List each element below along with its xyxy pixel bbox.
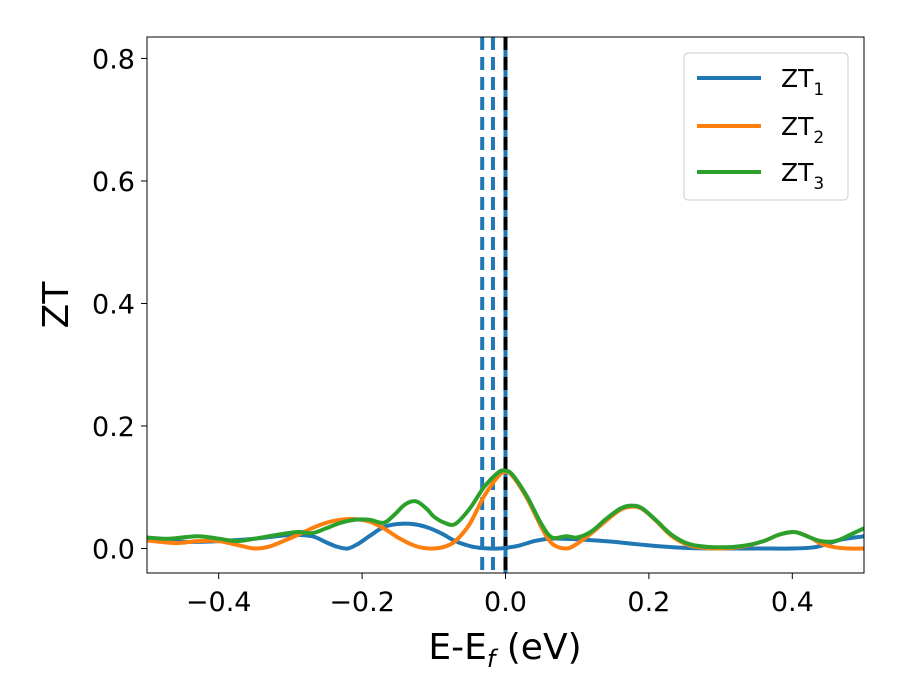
legend-sub-zt1: 1 bbox=[813, 80, 824, 100]
x-axis-title-main: E-E bbox=[428, 627, 486, 668]
series-line-zt3 bbox=[147, 468, 864, 550]
legend-frame bbox=[683, 52, 849, 201]
legend-label-zt1: ZT bbox=[781, 64, 814, 93]
legend-label-zt2: ZT bbox=[781, 112, 814, 141]
y-axis: 0.0 0.2 0.4 0.6 0.8 bbox=[92, 44, 147, 565]
y-axis-title: ZT bbox=[36, 281, 77, 329]
x-tick-label: −0.2 bbox=[329, 587, 395, 618]
legend-entry-zt2: ZT2 bbox=[697, 112, 824, 148]
y-tick-label: 0.2 bbox=[92, 412, 135, 443]
y-tick-label: 0.8 bbox=[92, 44, 135, 75]
legend-entry-zt1: ZT1 bbox=[697, 64, 824, 100]
x-tick-label: 0.0 bbox=[484, 587, 527, 618]
x-tick-label: 0.2 bbox=[627, 587, 670, 618]
x-axis-title: E-Ef (eV) bbox=[428, 627, 581, 673]
y-tick-label: 0.6 bbox=[92, 167, 135, 198]
svg-text:ZT2: ZT2 bbox=[781, 112, 824, 148]
x-tick-label: 0.4 bbox=[771, 587, 814, 618]
y-tick-label: 0.0 bbox=[92, 534, 135, 565]
svg-text:ZT1: ZT1 bbox=[781, 64, 824, 100]
y-tick-label: 0.4 bbox=[92, 289, 135, 320]
x-tick-label: −0.4 bbox=[186, 587, 252, 618]
vertical-reference-lines bbox=[480, 37, 508, 573]
svg-text:ZT3: ZT3 bbox=[781, 158, 824, 194]
series-lines bbox=[147, 468, 864, 551]
legend-sub-zt3: 3 bbox=[813, 174, 824, 194]
legend-label-zt3: ZT bbox=[781, 158, 814, 187]
legend: ZT1 ZT2 ZT3 bbox=[683, 52, 849, 201]
legend-sub-zt2: 2 bbox=[813, 128, 824, 148]
x-axis: −0.4 −0.2 0.0 0.2 0.4 bbox=[186, 573, 814, 618]
legend-entry-zt3: ZT3 bbox=[697, 158, 824, 194]
x-axis-title-unit: (eV) bbox=[495, 627, 581, 668]
